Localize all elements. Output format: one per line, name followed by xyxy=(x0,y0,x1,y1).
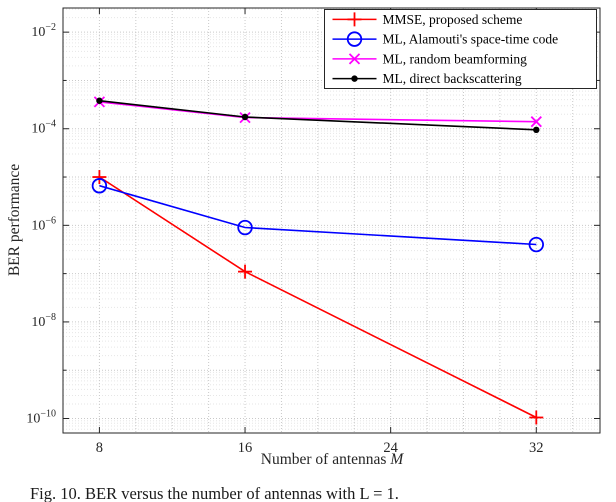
series-marker-3 xyxy=(96,97,103,104)
legend-marker-3 xyxy=(351,75,358,82)
x-tick-label: 24 xyxy=(383,440,398,456)
x-tick-label: 8 xyxy=(96,440,103,456)
y-axis-label: BER performance xyxy=(6,163,23,277)
ber-line-chart: 8 16 24 32 10−2 10−4 10−6 10−8 10−10 MMSE, propos… xyxy=(26,7,601,456)
y-tick-label: 10−6 xyxy=(31,215,56,233)
x-tick-label: 32 xyxy=(529,440,544,456)
legend-marker-1 xyxy=(346,31,363,47)
y-tick-label: 10−10 xyxy=(26,409,56,427)
x-axis-label: Number of antennas M xyxy=(47,451,616,469)
x-tick-label: 16 xyxy=(238,440,253,456)
y-tick-label: 10−8 xyxy=(31,312,56,330)
series-marker-1 xyxy=(237,219,253,236)
y-tick-label: 10−4 xyxy=(31,119,56,137)
series-marker-3 xyxy=(241,113,249,121)
series-marker-1 xyxy=(91,178,108,194)
figure-caption: Fig. 10. BER versus the number of antenn… xyxy=(30,484,399,502)
legend-marker-2 xyxy=(348,53,361,65)
legend-label-1: ML, Alamouti's space-time code xyxy=(383,32,559,47)
series-marker-3 xyxy=(533,126,540,134)
axes-box xyxy=(62,7,601,434)
x-axis-label-variable: M xyxy=(390,451,404,468)
series-marker-1 xyxy=(528,236,544,253)
legend-label-2: ML, random beamforming xyxy=(383,51,528,66)
x-axis-label-text: Number of antennas xyxy=(260,451,391,468)
y-tick-label: 10−2 xyxy=(31,22,56,40)
legend-label-3: ML, direct backscattering xyxy=(383,71,522,86)
legend-box xyxy=(324,9,597,89)
legend-label-0: MMSE, proposed scheme xyxy=(383,12,523,27)
series-line-1 xyxy=(99,184,537,246)
series-marker-2 xyxy=(530,116,542,128)
